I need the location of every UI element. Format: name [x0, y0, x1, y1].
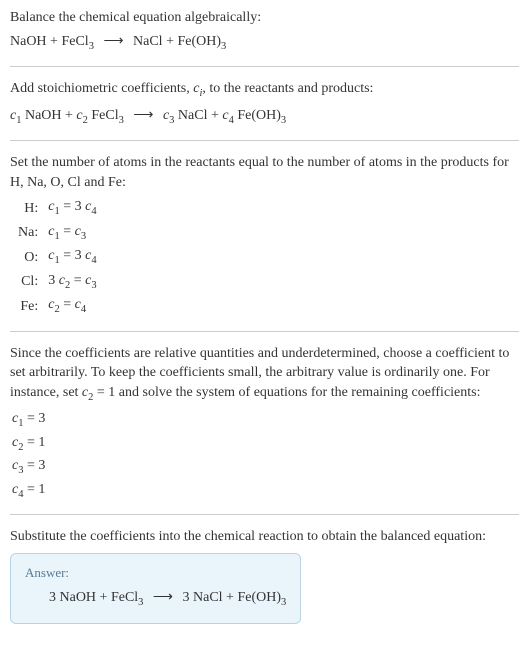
arrow-icon: ⟶	[147, 590, 179, 605]
atom-equation: 3 c2 = c3	[46, 270, 98, 294]
atoms-text: Set the number of atoms in the reactants…	[10, 153, 519, 192]
val: = 3	[23, 411, 45, 426]
atoms-section: Set the number of atoms in the reactants…	[10, 153, 519, 319]
op: = 3	[60, 199, 85, 214]
op: =	[60, 297, 75, 312]
val: = 1	[23, 482, 45, 497]
sub: 3	[91, 279, 96, 290]
plus: +	[50, 34, 61, 49]
sub: 4	[81, 304, 86, 315]
val: = 1	[23, 435, 45, 450]
solution-row: c3 = 3	[12, 456, 519, 478]
op: =	[70, 273, 85, 288]
eq-part: = 1	[93, 385, 115, 400]
text-part: and solve the system of equations for th…	[115, 385, 480, 400]
solution-row: c1 = 3	[12, 409, 519, 431]
divider	[10, 140, 519, 141]
stoich-equation: c1 NaOH + c2 FeCl3 ⟶ c3 NaCl + c4 Fe(OH)…	[10, 106, 519, 128]
element-label: Fe:	[16, 294, 46, 318]
solve-text: Since the coefficients are relative quan…	[10, 344, 519, 406]
op: =	[60, 224, 75, 239]
answer-lhs: 3 NaOH + FeCl	[49, 590, 138, 605]
arrow-icon: ⟶	[127, 108, 159, 123]
r1: NaOH +	[21, 108, 76, 123]
element-label: Na:	[16, 221, 46, 245]
sub: 3	[281, 597, 286, 608]
val: = 3	[23, 458, 45, 473]
sub: 4	[91, 255, 96, 266]
reactant-1: NaOH	[10, 34, 47, 49]
stoich-text: Add stoichiometric coefficients, ci, to …	[10, 79, 519, 101]
r2: FeCl	[88, 108, 119, 123]
text-part: Add stoichiometric coefficients,	[10, 81, 193, 96]
stoich-section: Add stoichiometric coefficients, ci, to …	[10, 79, 519, 128]
r2-sub: 3	[119, 114, 124, 125]
product-2: Fe(OH)	[177, 34, 221, 49]
solution-row: c4 = 1	[12, 480, 519, 502]
solution-list: c1 = 3 c2 = 1 c3 = 3 c4 = 1	[12, 409, 519, 502]
p2: Fe(OH)	[234, 108, 281, 123]
product-2-sub: 3	[221, 40, 226, 51]
element-label: H:	[16, 196, 46, 220]
reactant-2: FeCl	[61, 34, 88, 49]
atom-row: H: c1 = 3 c4	[16, 196, 99, 220]
coef: 3	[48, 273, 59, 288]
text-part: , to the reactants and products:	[202, 81, 373, 96]
p2-sub: 3	[281, 114, 286, 125]
atom-row: O: c1 = 3 c4	[16, 245, 99, 269]
atom-equation: c1 = 3 c4	[46, 196, 98, 220]
atom-equation: c2 = c4	[46, 294, 98, 318]
divider	[10, 331, 519, 332]
atom-row: Fe: c2 = c4	[16, 294, 99, 318]
atom-row: Cl: 3 c2 = c3	[16, 270, 99, 294]
answer-rhs: 3 NaCl + Fe(OH)	[183, 590, 282, 605]
p1: NaCl +	[174, 108, 222, 123]
substitute-section: Substitute the coefficients into the che…	[10, 527, 519, 623]
intro-equation: NaOH + FeCl3 ⟶ NaCl + Fe(OH)3	[10, 32, 519, 54]
intro-text: Balance the chemical equation algebraica…	[10, 8, 519, 28]
answer-box: Answer: 3 NaOH + FeCl3 ⟶ 3 NaCl + Fe(OH)…	[10, 553, 301, 624]
answer-equation: 3 NaOH + FeCl3 ⟶ 3 NaCl + Fe(OH)3	[25, 588, 286, 610]
op: = 3	[60, 248, 85, 263]
element-label: O:	[16, 245, 46, 269]
atoms-table: H: c1 = 3 c4 Na: c1 = c3 O: c1 = 3 c4 Cl…	[16, 196, 99, 318]
sub: 4	[91, 206, 96, 217]
arrow-icon: ⟶	[97, 34, 129, 49]
sub: 3	[138, 597, 143, 608]
atom-row: Na: c1 = c3	[16, 221, 99, 245]
solution-row: c2 = 1	[12, 433, 519, 455]
product-1: NaCl	[133, 34, 163, 49]
reactant-2-sub: 3	[89, 40, 94, 51]
divider	[10, 66, 519, 67]
element-label: Cl:	[16, 270, 46, 294]
answer-title: Answer:	[25, 564, 286, 582]
atom-equation: c1 = c3	[46, 221, 98, 245]
solve-section: Since the coefficients are relative quan…	[10, 344, 519, 503]
plus: +	[166, 34, 177, 49]
atom-equation: c1 = 3 c4	[46, 245, 98, 269]
divider	[10, 514, 519, 515]
sub: 3	[81, 231, 86, 242]
substitute-text: Substitute the coefficients into the che…	[10, 527, 519, 547]
intro-section: Balance the chemical equation algebraica…	[10, 8, 519, 54]
